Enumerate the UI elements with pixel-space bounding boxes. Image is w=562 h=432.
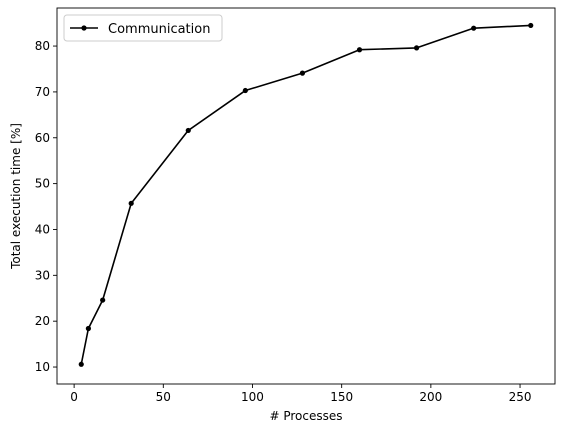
data-point — [100, 297, 106, 303]
x-tick-label: 100 — [241, 390, 264, 404]
x-axis-ticks: 0 50 100 150 200 250 — [70, 384, 531, 404]
plot-frame — [56, 7, 556, 385]
x-tick-label: 150 — [330, 390, 353, 404]
y-tick-label: 20 — [35, 314, 50, 328]
legend-label: Communication — [108, 22, 210, 37]
y-tick-label: 30 — [35, 268, 50, 282]
y-axis-ticks: 10 20 30 40 50 60 70 80 — [35, 39, 57, 374]
y-axis-label: Total execution time [%] — [9, 123, 23, 270]
x-tick-label: 50 — [156, 390, 171, 404]
legend: Communication — [63, 14, 223, 42]
y-tick-label: 10 — [35, 360, 50, 374]
data-point — [528, 22, 534, 29]
plot-area — [56, 7, 556, 385]
data-point — [299, 70, 306, 76]
data-point — [356, 47, 363, 53]
x-tick-label: 0 — [70, 390, 78, 404]
series-line — [80, 24, 531, 365]
y-tick-label: 80 — [35, 39, 50, 53]
x-axis-label: # Processes — [269, 409, 342, 423]
data-point — [413, 45, 420, 51]
legend-marker — [81, 25, 87, 31]
data-point — [185, 127, 191, 134]
data-point — [85, 325, 91, 332]
series-layer — [78, 22, 534, 367]
y-tick-label: 50 — [35, 177, 50, 191]
data-point — [242, 87, 248, 94]
x-tick-label: 250 — [509, 390, 532, 404]
y-tick-label: 70 — [35, 85, 50, 99]
x-tick-label: 200 — [419, 390, 442, 404]
data-point — [78, 361, 84, 367]
legend-box — [63, 14, 223, 42]
data-point — [128, 200, 134, 206]
y-tick-label: 40 — [35, 222, 50, 236]
data-point — [471, 25, 477, 31]
y-tick-label: 60 — [35, 131, 50, 145]
